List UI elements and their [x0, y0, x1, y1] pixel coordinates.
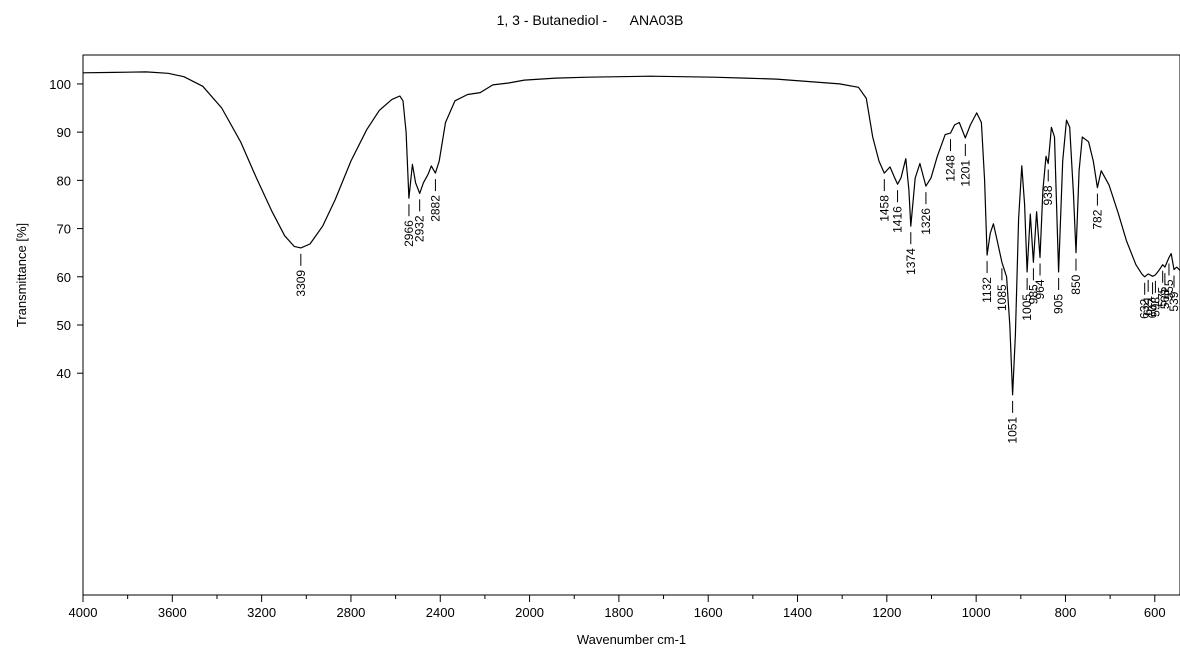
peak-label: 1458 [877, 195, 891, 222]
peak-label: 2966 [402, 220, 416, 247]
y-axis-label: Transmittance [%] [14, 223, 29, 327]
peak-label: 850 [1069, 274, 1083, 294]
peak-label: 2932 [413, 215, 427, 242]
x-tick-label: 800 [1055, 605, 1077, 620]
peak-label: 964 [1033, 279, 1047, 299]
y-tick-label: 40 [57, 366, 71, 381]
x-axis-label: Wavenumber cm-1 [577, 632, 686, 647]
peak-label: 555 [1162, 279, 1176, 299]
x-tick-label: 2800 [336, 605, 365, 620]
peak-label: 607 [1146, 298, 1160, 318]
peak-label: 1416 [891, 206, 905, 233]
peak-label: 2882 [428, 195, 442, 222]
spectrum-line [82, 71, 1180, 396]
x-tick-label: 1600 [694, 605, 723, 620]
peak-label: 575 [1156, 286, 1170, 306]
peak-label: 1051 [1006, 417, 1020, 444]
x-tick-label: 1000 [962, 605, 991, 620]
x-tick-label: 3600 [158, 605, 187, 620]
peak-label: 905 [1052, 294, 1066, 314]
peak-label: 568 [1158, 289, 1172, 309]
x-tick-label: 1400 [783, 605, 812, 620]
peak-label: 1248 [944, 155, 958, 182]
x-tick-label: 600 [1144, 605, 1166, 620]
peak-label: 1326 [919, 208, 933, 235]
peak-label: 782 [1090, 209, 1104, 229]
peak-label: 1005 [1020, 294, 1034, 321]
x-tick-label: 3200 [247, 605, 276, 620]
peak-label: 1374 [904, 248, 918, 275]
peak-label: 632 [1138, 298, 1152, 318]
y-tick-label: 100 [49, 77, 71, 92]
y-tick-label: 80 [57, 173, 71, 188]
y-tick-label: 70 [57, 222, 71, 237]
peak-label: 1085 [995, 284, 1009, 311]
peak-label: 598 [1148, 297, 1162, 317]
x-tick-label: 1200 [872, 605, 901, 620]
peak-label: 3309 [294, 270, 308, 297]
y-tick-label: 50 [57, 318, 71, 333]
peak-label: 1132 [980, 277, 994, 303]
x-tick-label: 1800 [604, 605, 633, 620]
peak-label: 621 [1141, 296, 1155, 316]
x-tick-label: 2000 [515, 605, 544, 620]
peak-label: 539 [1167, 291, 1180, 311]
peak-label: 1201 [958, 160, 972, 187]
peak-label: 938 [1041, 185, 1055, 205]
y-tick-label: 60 [57, 270, 71, 285]
x-tick-label: 4000 [69, 605, 98, 620]
chart-title: 1, 3 - Butanediol - ANA03B [496, 12, 684, 28]
x-tick-label: 2400 [426, 605, 455, 620]
y-tick-label: 90 [57, 125, 71, 140]
peak-label: 985 [1026, 284, 1040, 304]
